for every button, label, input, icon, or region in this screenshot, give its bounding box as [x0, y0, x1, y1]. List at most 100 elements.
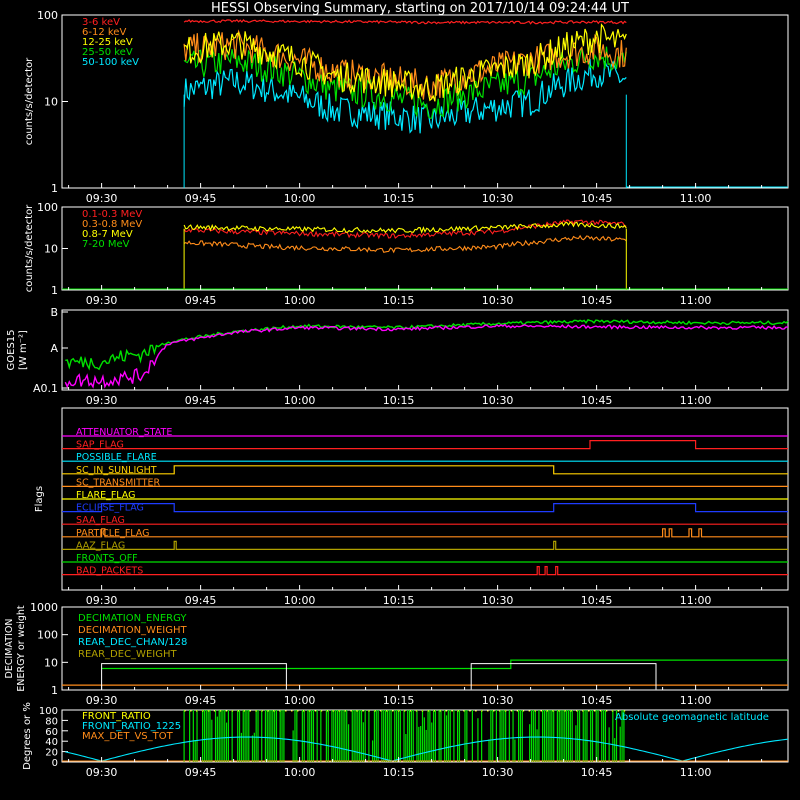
low-energy-y-tick-label: 10 — [44, 96, 58, 109]
goes-y-axis-label: GOES15 — [6, 329, 17, 370]
decimation-panel-frame — [61, 606, 789, 691]
low-energy-legend-entry: 6-12 keV — [82, 27, 126, 38]
flag-label: BAD_PACKETS — [76, 566, 143, 577]
high-energy-time-tick-label: 09:45 — [185, 294, 217, 307]
low-energy-y-tick-label: 100 — [37, 9, 58, 22]
geomagnetic-y-tick-label: 20 — [45, 748, 58, 759]
flag-label: ECLIPSE_FLAG — [76, 503, 144, 514]
goes-y-tick-label: B — [50, 306, 58, 319]
flag-label: FRONTS_OFF — [76, 553, 138, 564]
geomagnetic-legend-entry: MAX_DET_VS_TOT — [82, 731, 174, 742]
flag-label: FLARE_FLAG — [76, 490, 136, 501]
flag-label: SC_TRANSMITTER — [76, 477, 161, 488]
decimation-y-tick-label: 10 — [44, 656, 58, 669]
flag-label: ATTENUATOR_STATE — [76, 427, 172, 438]
decimation-time-tick-label: 10:30 — [482, 694, 514, 707]
goes-y-tick-label: A — [50, 342, 58, 355]
goes-panel-frame — [61, 309, 789, 391]
flag-label: SAA_FLAG — [76, 515, 125, 526]
decimation-y-axis-label-line2: ENERGY or weight — [16, 605, 27, 691]
flag-label: PARTICLE_FLAG — [76, 528, 149, 539]
goes-series-GOES-short — [64, 323, 788, 389]
high-energy-time-tick-label: 10:30 — [482, 294, 514, 307]
low-energy-time-tick-label: 10:15 — [383, 192, 415, 205]
flag-label: SC_IN_SUNLIGHT — [76, 465, 157, 476]
low-energy-legend-entry: 50-100 keV — [82, 57, 139, 68]
flags-time-tick-label: 09:30 — [86, 594, 118, 607]
rear-decimation-box-2 — [470, 663, 657, 690]
decimation-y-tick-label: 100 — [37, 629, 58, 642]
geomagnetic-y-tick-label: 80 — [45, 716, 58, 727]
geomagnetic-y-tick-label: 60 — [45, 727, 58, 738]
low-energy-series-12-25-keV — [184, 23, 627, 102]
high-energy-y-tick-label: 10 — [44, 243, 58, 256]
flag-label: AAZ_FLAG — [76, 540, 125, 551]
goes-series-GOES-long — [65, 318, 789, 371]
geomagnetic-annotation: Absolute geomagnetic latitude — [615, 712, 769, 723]
goes-time-tick-label: 09:30 — [86, 394, 118, 407]
geomagnetic-time-tick-label: 09:30 — [86, 766, 118, 779]
goes-time-tick-label: 11:00 — [680, 394, 712, 407]
flag-trace-sap-flag — [62, 440, 788, 450]
flag-trace-eclipse-flag — [62, 503, 788, 513]
decimation-time-tick-label: 10:00 — [284, 694, 316, 707]
high-energy-legend-entry: 7-20 MeV — [82, 239, 130, 250]
high-energy-y-tick-label: 100 — [37, 201, 58, 214]
geomagnetic-time-tick-label: 10:30 — [482, 766, 514, 779]
goes-time-tick-label: 10:30 — [482, 394, 514, 407]
geomagnetic-legend-entry: FRONT_RATIO — [82, 711, 151, 722]
flag-trace-sc-in-sunlight — [62, 465, 788, 475]
geomagnetic-latitude-trace — [65, 736, 789, 762]
flag-trace-bad-packets — [62, 566, 788, 576]
flags-time-tick-label: 10:30 — [482, 594, 514, 607]
low-energy-time-tick-label: 10:30 — [482, 192, 514, 205]
high-energy-y-axis-label: counts/s/detector — [24, 204, 35, 292]
high-energy-legend-entry: 0.1-0.3 MeV — [82, 209, 142, 220]
geomagnetic-legend-entry: FRONT_RATIO_1225 — [82, 721, 181, 732]
flag-trace-particle-flag — [62, 528, 788, 538]
high-energy-series-0.8-7-MeV — [183, 221, 627, 234]
decimation-y-tick-label: 1000 — [30, 601, 58, 614]
decimation-legend-entry: DECIMATION_ENERGY — [78, 613, 187, 624]
decimation-legend-entry: REAR_DEC_CHAN/128 — [78, 637, 187, 648]
geomagnetic-time-tick-label: 10:00 — [284, 766, 316, 779]
decimation-time-tick-label: 10:45 — [581, 694, 613, 707]
low-energy-y-tick-label: 1 — [51, 182, 58, 195]
decimation-time-tick-label: 10:15 — [383, 694, 415, 707]
low-energy-series-6-12-keV — [183, 29, 627, 100]
decimation-time-tick-label: 11:00 — [680, 694, 712, 707]
rear-decimation-box-1 — [101, 663, 287, 690]
low-energy-legend-entry: 3-6 keV — [82, 17, 120, 28]
geomagnetic-y-tick-label: 100 — [39, 706, 58, 717]
flag-label: SAP_FLAG — [76, 440, 124, 451]
geomagnetic-time-tick-label: 11:00 — [680, 766, 712, 779]
decimation-time-tick-label: 09:30 — [86, 694, 118, 707]
high-energy-legend-entry: 0.3-0.8 MeV — [82, 219, 142, 230]
high-energy-time-tick-label: 10:00 — [284, 294, 316, 307]
high-energy-time-tick-label: 11:00 — [680, 294, 712, 307]
flags-time-tick-label: 10:00 — [284, 594, 316, 607]
figure-title: HESSI Observing Summary, starting on 201… — [211, 1, 629, 16]
decimation-energy-trace — [101, 659, 788, 670]
decimation-y-tick-label: 1 — [51, 684, 58, 697]
low-energy-time-tick-label: 10:00 — [284, 192, 316, 205]
goes-time-tick-label: 10:00 — [284, 394, 316, 407]
geomagnetic-panel-frame — [61, 709, 789, 763]
flag-label: POSSIBLE_FLARE — [76, 452, 157, 463]
flags-y-axis-label: Flags — [34, 486, 45, 512]
front-ratio-bars — [183, 710, 625, 762]
decimation-legend-entry: DECIMATION_WEIGHT — [78, 625, 187, 636]
goes-time-tick-label: 10:15 — [383, 394, 415, 407]
geomagnetic-y-tick-label: 0 — [52, 758, 58, 769]
geomagnetic-time-tick-label: 10:15 — [383, 766, 415, 779]
high-energy-legend-entry: 0.8-7 MeV — [82, 229, 133, 240]
goes-y-tick-label: A0.1 — [33, 382, 58, 395]
goes-y-axis-units: [W m⁻²] — [18, 330, 29, 370]
flags-time-tick-label: 10:15 — [383, 594, 415, 607]
high-energy-time-tick-label: 09:30 — [86, 294, 118, 307]
low-energy-time-tick-label: 11:00 — [680, 192, 712, 205]
low-energy-series-50-100-keV — [183, 58, 627, 134]
low-energy-time-tick-label: 10:45 — [581, 192, 613, 205]
